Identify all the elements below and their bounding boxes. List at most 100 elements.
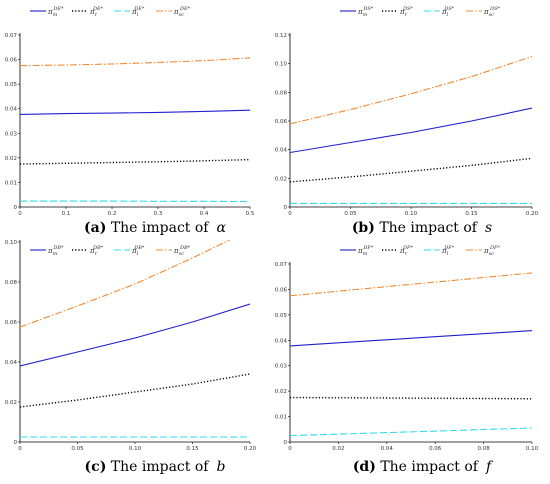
y-tick-label: 0.05 bbox=[275, 313, 288, 319]
x-tick-label: 0.06 bbox=[429, 446, 442, 452]
x-tick-label: 0.15 bbox=[186, 446, 199, 452]
legend-label-l: πlDB* bbox=[131, 245, 145, 257]
series-line-l bbox=[290, 427, 532, 437]
y-tick-label: 0.04 bbox=[5, 360, 18, 366]
x-tick-label: 0 bbox=[288, 211, 292, 217]
y-tick-label: 0 bbox=[284, 440, 288, 446]
legend-label-m: πmDS* bbox=[357, 6, 374, 18]
y-tick-label: 0.01 bbox=[275, 415, 287, 421]
y-tick-label: 0.05 bbox=[5, 82, 18, 88]
legend-label-l: πlDF* bbox=[441, 245, 455, 257]
y-tick-label: 0.04 bbox=[275, 148, 288, 154]
series-line-sc bbox=[290, 272, 532, 297]
panel-a: 0 0.1 0.2 0.3 0.4 0.5 0 0.01 0.02 0.03 0.04 0.05 0.0… bbox=[5, 6, 255, 217]
x-tick-label: 0.15 bbox=[465, 211, 478, 217]
x-tick-label: 0.10 bbox=[405, 211, 418, 217]
x-tick-label: 0.04 bbox=[381, 446, 394, 452]
y-tick-label: 0.06 bbox=[275, 287, 288, 293]
caption-d-text: The impact of bbox=[380, 459, 478, 475]
y-tick-label: 0 bbox=[284, 205, 288, 211]
legend-label-sc: πscDS* bbox=[483, 6, 500, 18]
panel-d: 0 0.02 0.04 0.06 0.08 0.10 0 0.01 0.02 0.03 0.04 0.… bbox=[275, 245, 539, 452]
x-tick-label: 0 bbox=[288, 446, 292, 452]
y-tick-label: 0.02 bbox=[5, 400, 17, 406]
y-tick-label: 0.06 bbox=[5, 320, 18, 326]
y-tick-label: 0.08 bbox=[5, 280, 18, 286]
series-line-sc bbox=[290, 55, 532, 125]
x-tick-label: 0.3 bbox=[154, 211, 163, 217]
x-tick-label: 0.20 bbox=[244, 446, 257, 452]
caption-c-letter: (c) bbox=[84, 459, 107, 475]
y-tick-label: 0.03 bbox=[275, 364, 288, 370]
y-tick-label: 0.04 bbox=[275, 338, 288, 344]
x-tick-label: 0.5 bbox=[246, 211, 255, 217]
y-tick-label: 0.07 bbox=[5, 33, 18, 39]
legend-d: πmDF* πrDF* πlDF* πscDF* bbox=[340, 245, 500, 257]
series-line-l bbox=[20, 200, 250, 203]
series-line-m bbox=[20, 303, 250, 367]
y-tick-label: 0.02 bbox=[5, 156, 17, 162]
y-tick-label: 0.01 bbox=[5, 180, 17, 186]
caption-b-letter: (b) bbox=[351, 220, 375, 236]
caption-c: (c) The impact of b bbox=[55, 459, 255, 475]
y-tick-label: 0.06 bbox=[275, 119, 288, 125]
caption-a-symbol: α bbox=[216, 220, 226, 236]
x-tick-label: 0 bbox=[18, 211, 22, 217]
caption-a-text: The impact of bbox=[110, 220, 209, 236]
series-line-r bbox=[290, 157, 532, 183]
legend-label-r: πrDE* bbox=[89, 6, 104, 18]
y-tick-label: 0.07 bbox=[275, 262, 288, 268]
x-tick-label: 0.2 bbox=[108, 211, 117, 217]
y-tick-label: 0 bbox=[14, 205, 18, 211]
series-line-r bbox=[20, 158, 250, 165]
panel-b: 0 0.05 0.10 0.15 0.20 0 0.02 0.04 0.06 0.08 0.10 0.… bbox=[275, 6, 539, 217]
y-tick-label: 0 bbox=[14, 440, 18, 446]
caption-c-symbol: b bbox=[216, 459, 226, 475]
y-tick-label: 0.02 bbox=[275, 389, 287, 395]
y-tick-label: 0.02 bbox=[275, 176, 287, 182]
y-tick-label: 0.12 bbox=[275, 33, 287, 39]
x-tick-label: 0.05 bbox=[71, 446, 84, 452]
y-tick-label: 0.03 bbox=[5, 131, 18, 137]
caption-b-symbol: s bbox=[485, 220, 493, 236]
caption-b: (b) The impact of s bbox=[322, 220, 522, 236]
series-line-r bbox=[20, 373, 250, 408]
caption-b-text: The impact of bbox=[379, 220, 477, 236]
legend-label-r: πrDS* bbox=[399, 6, 413, 18]
series-line-r bbox=[290, 396, 532, 400]
x-tick-label: 0.20 bbox=[526, 211, 539, 217]
legend-label-l: πlDS* bbox=[441, 6, 455, 18]
caption-d-letter: (d) bbox=[352, 459, 376, 475]
legend-label-sc: πscDB* bbox=[173, 245, 191, 257]
series-line-m bbox=[20, 109, 250, 115]
legend-label-sc: πscDE* bbox=[173, 6, 191, 18]
y-tick-label: 0.08 bbox=[275, 90, 288, 96]
legend-label-r: πrDB* bbox=[89, 245, 104, 257]
x-tick-label: 0 bbox=[18, 446, 22, 452]
caption-d: (d) The impact of f bbox=[322, 459, 522, 475]
x-tick-label: 0.4 bbox=[200, 211, 209, 217]
caption-d-symbol: f bbox=[486, 459, 492, 475]
legend-label-m: πmDB* bbox=[47, 245, 64, 257]
legend-a: πmDE* πrDE* πlDE* πscDE* bbox=[30, 6, 191, 18]
x-tick-label: 0.10 bbox=[526, 446, 539, 452]
legend-label-m: πmDF* bbox=[357, 245, 374, 257]
caption-a-letter: (a) bbox=[84, 220, 107, 236]
legend-label-m: πmDE* bbox=[47, 6, 64, 18]
x-tick-label: 0.1 bbox=[62, 211, 71, 217]
x-tick-label: 0.10 bbox=[129, 446, 142, 452]
panel-c: 0 0.05 0.10 0.15 0.20 0 0.02 0.04 0.06 0.08 0.10 πm… bbox=[5, 240, 257, 452]
series-line-m bbox=[290, 107, 532, 154]
series-line-sc bbox=[20, 240, 231, 328]
x-tick-label: 0.08 bbox=[477, 446, 490, 452]
caption-a: (a) The impact of α bbox=[55, 220, 255, 236]
legend-label-r: πrDF* bbox=[399, 245, 413, 257]
y-tick-label: 0.06 bbox=[5, 58, 18, 64]
caption-c-text: The impact of bbox=[110, 459, 209, 475]
legend-label-l: πlDE* bbox=[131, 6, 145, 18]
legend-b: πmDS* πrDS* πlDS* πscDS* bbox=[340, 6, 500, 18]
y-tick-label: 0.10 bbox=[5, 240, 18, 246]
legend-label-sc: πscDF* bbox=[483, 245, 500, 257]
y-tick-label: 0.04 bbox=[5, 107, 18, 113]
x-tick-label: 0.02 bbox=[332, 446, 344, 452]
